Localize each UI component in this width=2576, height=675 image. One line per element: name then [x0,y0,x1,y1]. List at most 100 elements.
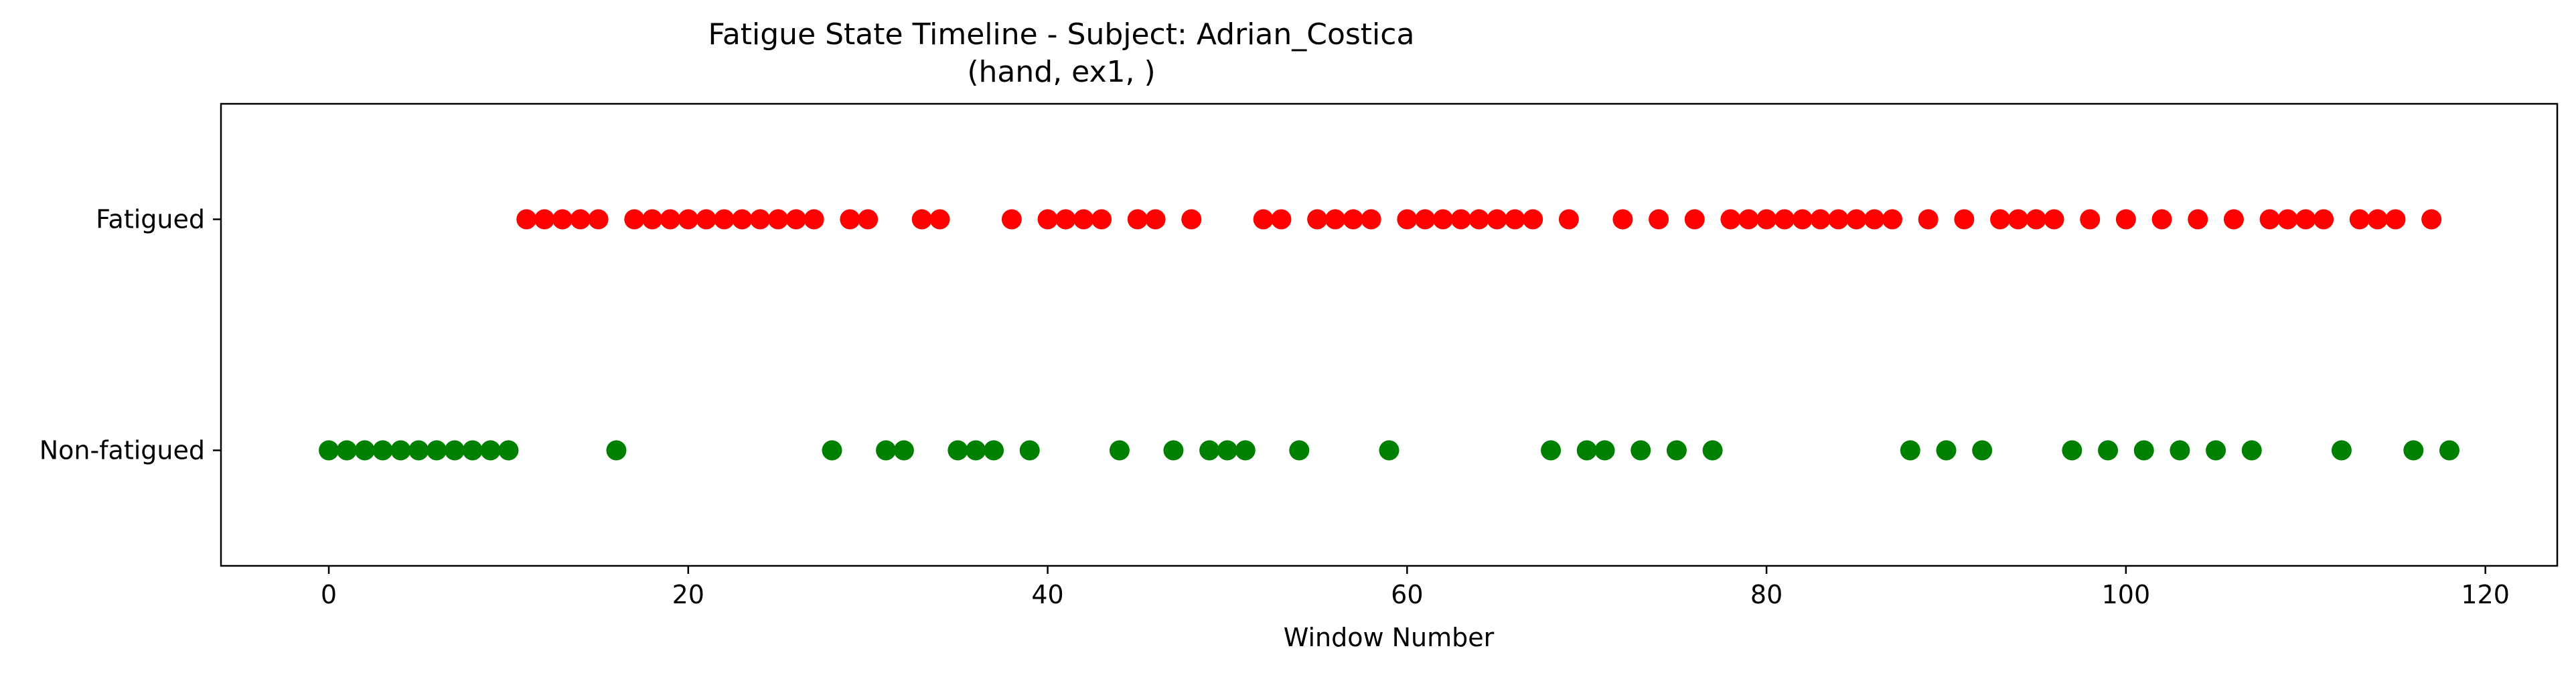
data-point [1397,209,1418,230]
chart-subtitle: (hand, ex1, ) [967,55,1155,89]
x-tick-label: 0 [321,580,337,609]
data-point [408,440,429,461]
data-point [2421,209,2442,230]
data-point [2007,209,2028,230]
data-point [1289,440,1310,461]
y-axis: Non-fatigued Fatigued [40,205,221,465]
data-point [1541,440,1562,461]
data-point [498,440,519,461]
data-point [2439,440,2459,461]
data-point [1505,209,1525,230]
data-point [2349,209,2370,230]
data-point [767,209,788,230]
data-point [911,209,932,230]
data-point [2241,440,2262,461]
data-point [1936,440,1957,461]
data-point [319,440,339,461]
x-tick-label: 40 [1031,580,1063,609]
data-point [2385,209,2406,230]
data-point [1055,209,1076,230]
data-point [390,440,411,461]
data-point [354,440,375,461]
data-point [2098,440,2119,461]
data-point [2223,209,2244,230]
data-point [1756,209,1777,230]
data-point [714,209,735,230]
data-point [1253,209,1274,230]
series-1 [319,440,2459,461]
data-point [732,209,753,230]
data-point [858,209,879,230]
data-point [1954,209,1975,230]
data-point [2367,209,2388,230]
data-point [2188,209,2208,230]
data-point [1558,209,1579,230]
chart-title: Fatigue State Timeline - Subject: Adrian… [708,17,1415,52]
data-point [1918,209,1939,230]
data-point [893,440,914,461]
data-point [1972,440,1993,461]
data-point [2277,209,2298,230]
data-point [1145,209,1166,230]
x-axis: 0 20 40 60 80 100 120 [321,566,2510,609]
data-point [1307,209,1328,230]
y-tick-label: Non-fatigued [40,436,205,465]
data-point [1199,440,1220,461]
x-tick-label: 100 [2102,580,2151,609]
data-point [1091,209,1112,230]
data-point [1684,209,1705,230]
data-point [1163,440,1184,461]
data-point [534,209,555,230]
data-point [372,440,393,461]
data-point [1271,209,1292,230]
data-point [1882,209,1902,230]
series-0 [516,209,2442,230]
data-point [2151,209,2172,230]
data-point [840,209,860,230]
data-point [678,209,698,230]
data-point [606,440,627,461]
data-point [427,440,447,461]
data-point [2080,209,2101,230]
data-point [480,440,501,461]
data-point [1217,440,1237,461]
x-tick-label: 60 [1391,580,1423,609]
plot-area [319,209,2459,461]
data-point [984,440,1004,461]
data-point [1738,209,1759,230]
data-point [1594,440,1615,461]
data-point [1343,209,1363,230]
data-point [2115,209,2136,230]
x-tick-label: 120 [2461,580,2510,609]
data-point [444,440,465,461]
x-tick-label: 20 [672,580,704,609]
data-point [1001,209,1022,230]
data-point [1576,440,1597,461]
data-point [1828,209,1849,230]
data-point [929,209,950,230]
data-point [1109,440,1130,461]
data-point [2206,440,2226,461]
data-point [2403,440,2424,461]
data-point [2331,440,2352,461]
data-point [1612,209,1633,230]
data-point [1666,440,1687,461]
data-point [570,209,591,230]
data-point [1702,440,1723,461]
data-point [1019,440,1040,461]
data-point [876,440,897,461]
data-point [804,209,824,230]
data-point [1415,209,1436,230]
x-axis-label: Window Number [1284,623,1495,652]
data-point [1864,209,1885,230]
data-point [1792,209,1813,230]
y-tick-label: Fatigued [96,205,205,234]
data-point [2259,209,2280,230]
data-point [1379,440,1399,461]
data-point [822,440,842,461]
data-point [1127,209,1148,230]
data-point [1487,209,1507,230]
data-point [1774,209,1795,230]
data-point [1900,440,1920,461]
